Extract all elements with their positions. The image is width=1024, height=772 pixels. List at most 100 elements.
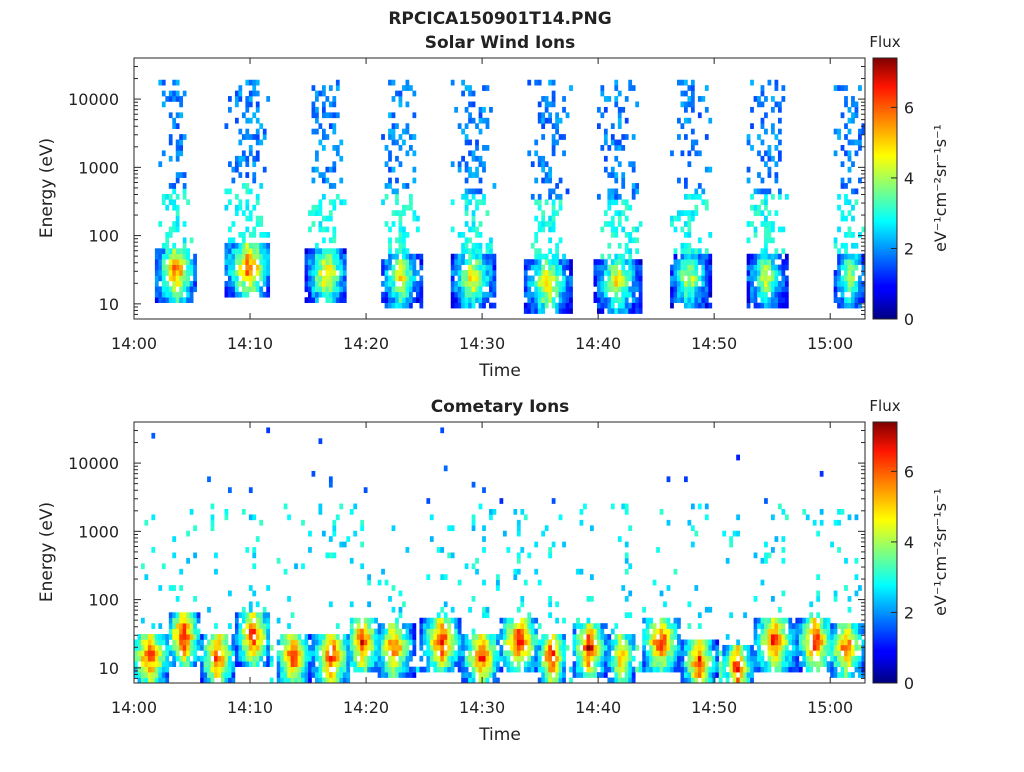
spectrogram-cell: [252, 85, 257, 91]
spectrogram-cell: [464, 139, 469, 146]
spectrogram-cell: [175, 297, 180, 303]
spectrogram-cell: [339, 291, 344, 298]
spectrogram-cell: [280, 661, 284, 667]
spectrogram-cell: [262, 248, 267, 255]
spectrogram-cell: [551, 134, 556, 140]
spectrogram-cell: [315, 655, 319, 662]
spectrogram-cell: [548, 226, 553, 233]
spectrogram-cell: [774, 644, 779, 651]
spectrogram-cell: [600, 634, 605, 640]
spectrogram-cell: [844, 623, 848, 629]
spectrogram-cell: [690, 661, 695, 667]
spectrogram-cell: [461, 128, 465, 135]
spectrogram-cell: [137, 677, 142, 684]
spectrogram-cell: [325, 96, 330, 102]
spectrogram-cell: [468, 644, 472, 651]
spectrogram-cell: [791, 628, 796, 635]
spectrogram-cell: [353, 639, 358, 646]
spectrogram-cell: [489, 639, 493, 646]
spectrogram-cell: [409, 264, 413, 271]
spectrogram-cell: [583, 628, 587, 635]
spectrogram-cell: [224, 650, 229, 657]
spectrogram-cell: [614, 145, 619, 151]
spectrogram-cell: [311, 672, 316, 678]
spectrogram-cell: [475, 557, 479, 564]
spectrogram-cell: [837, 297, 841, 303]
spectrogram-cell: [596, 623, 601, 629]
spectrogram-cell: [551, 264, 556, 271]
spectrogram-cell: [683, 291, 688, 298]
spectrogram-cell: [475, 666, 479, 673]
spectrogram-cell: [405, 79, 410, 86]
spectrogram-cell: [694, 302, 699, 309]
spectrogram-cell: [367, 634, 371, 640]
spectrogram-cell: [569, 666, 573, 673]
spectrogram-cell: [311, 270, 316, 276]
spectrogram-cell: [422, 666, 427, 673]
spectrogram-cell: [217, 644, 222, 651]
spectrogram-cell: [294, 634, 298, 640]
spectrogram-cell: [172, 183, 177, 189]
spectrogram-cell: [858, 128, 862, 135]
spectrogram-cell: [377, 661, 382, 667]
spectrogram-cell: [227, 280, 232, 287]
spectrogram-cell: [774, 177, 779, 184]
spectrogram-cell: [489, 634, 493, 640]
spectrogram-cell: [492, 302, 497, 309]
spectrogram-cell: [485, 253, 490, 260]
spectrogram-cell: [690, 248, 695, 255]
spectrogram-cell: [530, 297, 535, 303]
spectrogram-cell: [339, 248, 344, 255]
spectrogram-cell: [489, 650, 493, 657]
spectrogram-cell: [530, 634, 535, 640]
spectrogram-cell: [683, 253, 688, 260]
spectrogram-cell: [694, 286, 699, 293]
spectrogram-cell: [777, 655, 782, 662]
spectrogram-cell: [468, 606, 472, 613]
spectrogram-cell: [172, 612, 177, 619]
spectrogram-cell: [391, 606, 396, 613]
spectrogram-cell: [245, 291, 250, 298]
spectrogram-cell: [443, 628, 448, 635]
spectrogram-cell: [527, 259, 532, 265]
spectrogram-cell: [168, 226, 173, 233]
spectrogram-cell: [360, 644, 365, 651]
spectrogram-cell: [600, 297, 605, 303]
spectrogram-cell: [701, 644, 706, 651]
spectrogram-cell: [471, 226, 476, 233]
spectrogram-cell: [781, 661, 786, 667]
spectrogram-cell: [603, 634, 608, 640]
spectrogram-cell: [704, 666, 709, 673]
spectrogram-cell: [638, 221, 643, 227]
spectrogram-cell: [704, 661, 709, 667]
spectrogram-cell: [419, 639, 424, 646]
spectrogram-cell: [262, 166, 267, 173]
spectrogram-cell: [395, 237, 399, 244]
spectrogram-cell: [555, 275, 559, 282]
spectrogram-cell: [189, 291, 194, 298]
spectrogram-cell: [673, 264, 678, 271]
spectrogram-cell: [624, 557, 629, 564]
spectrogram-cell: [415, 253, 420, 260]
spectrogram-cell: [847, 232, 852, 238]
x-axis-label: Time: [478, 361, 521, 381]
spectrogram-cell: [541, 302, 546, 309]
spectrogram-cell: [621, 644, 626, 651]
spectrogram-cell: [388, 155, 392, 162]
spectrogram-cell: [262, 264, 267, 271]
spectrogram-cell: [586, 666, 591, 673]
spectrogram-cell: [381, 634, 385, 640]
spectrogram-cell: [555, 242, 559, 249]
spectrogram-cell: [544, 253, 549, 260]
spectrogram-cell: [328, 297, 333, 303]
spectrogram-cell: [621, 270, 626, 276]
spectrogram-cell: [680, 259, 685, 265]
spectrogram-cell: [182, 183, 187, 189]
spectrogram-cell: [635, 644, 640, 651]
spectrogram-cell: [328, 166, 333, 173]
spectrogram-cell: [321, 134, 326, 140]
spectrogram-cell: [478, 302, 483, 309]
spectrogram-cell: [558, 259, 563, 265]
spectrogram-cell: [673, 655, 678, 662]
spectrogram-cell: [349, 639, 354, 646]
